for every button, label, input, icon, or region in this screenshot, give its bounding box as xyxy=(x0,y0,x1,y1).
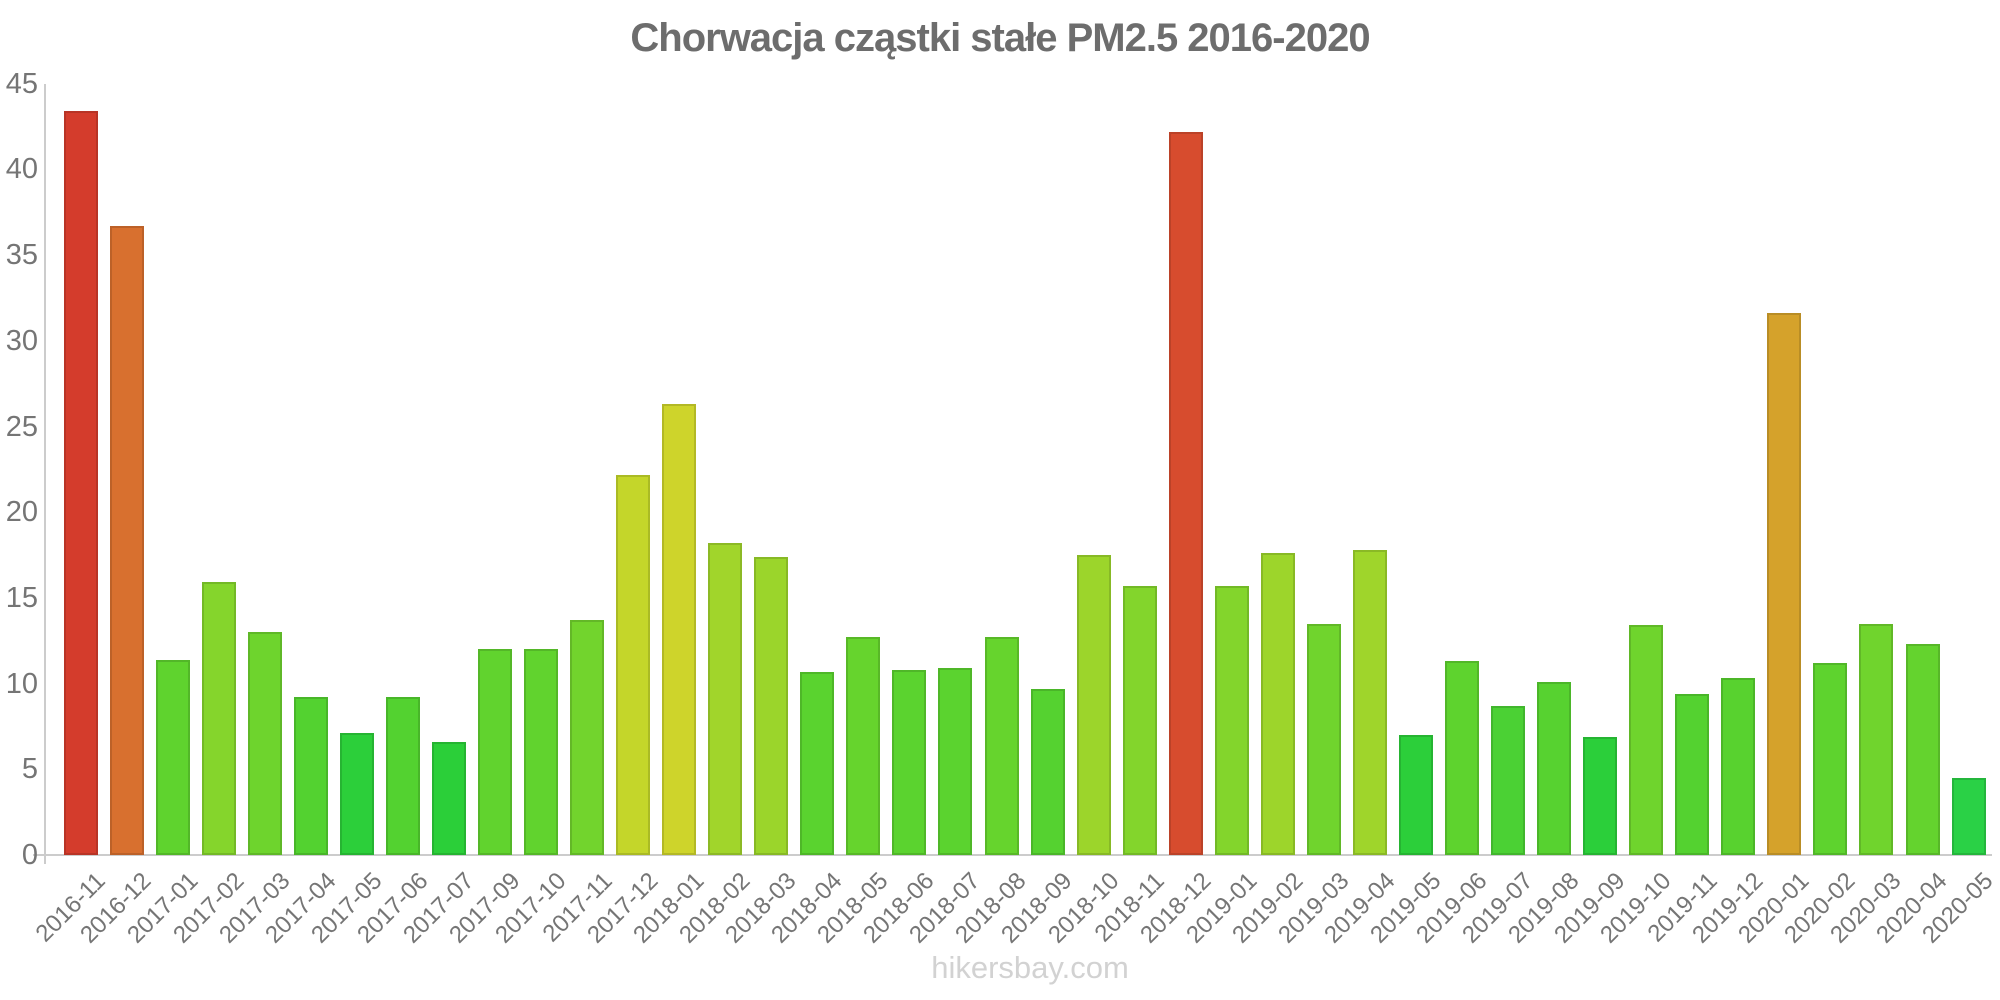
bar-2019-10[interactable] xyxy=(1629,625,1664,855)
y-axis-label: 40 xyxy=(5,153,38,186)
y-axis-label: 35 xyxy=(5,239,38,272)
bar-2017-12[interactable] xyxy=(616,475,651,855)
bar-2018-07[interactable] xyxy=(938,668,973,855)
bar-2017-03[interactable] xyxy=(247,632,282,855)
y-axis-label: 45 xyxy=(5,67,38,100)
bar-2019-02[interactable] xyxy=(1260,553,1295,855)
bar-2018-02[interactable] xyxy=(708,543,743,855)
bar-2018-12[interactable] xyxy=(1168,132,1203,855)
x-axis-line xyxy=(44,854,1992,856)
bar-2018-04[interactable] xyxy=(800,672,835,855)
bar-2017-10[interactable] xyxy=(524,649,558,855)
bar-2019-05[interactable] xyxy=(1398,735,1433,855)
watermark: hikersbay.com xyxy=(931,950,1129,985)
bar-2019-09[interactable] xyxy=(1583,737,1618,855)
bar-2020-02[interactable] xyxy=(1813,663,1848,855)
bar-2017-09[interactable] xyxy=(477,649,512,855)
bar-2019-07[interactable] xyxy=(1491,706,1526,855)
bar-2017-11[interactable] xyxy=(570,620,605,855)
zero-tick-icon xyxy=(33,854,44,856)
bar-2018-11[interactable] xyxy=(1122,586,1157,855)
bar-2020-03[interactable] xyxy=(1859,624,1894,855)
bar-2020-04[interactable] xyxy=(1905,644,1940,855)
bar-2017-06[interactable] xyxy=(385,697,420,855)
y-axis-label: 5 xyxy=(21,753,38,786)
bar-2017-01[interactable] xyxy=(155,660,190,855)
bar-2016-11[interactable] xyxy=(63,111,98,855)
bar-2019-04[interactable] xyxy=(1352,550,1387,855)
bar-2018-05[interactable] xyxy=(846,637,881,855)
bar-2018-03[interactable] xyxy=(754,557,789,855)
bar-2019-06[interactable] xyxy=(1445,661,1479,855)
bar-2017-02[interactable] xyxy=(201,582,236,855)
bar-2019-08[interactable] xyxy=(1537,682,1572,855)
bar-2018-01[interactable] xyxy=(662,404,697,855)
y-axis-label: 10 xyxy=(5,667,38,700)
bar-2020-01[interactable] xyxy=(1767,313,1802,855)
bar-2019-03[interactable] xyxy=(1306,624,1341,855)
bar-2017-04[interactable] xyxy=(293,697,328,855)
y-axis-line xyxy=(44,84,46,864)
bar-2018-06[interactable] xyxy=(892,670,927,855)
bar-2016-12[interactable] xyxy=(109,226,144,855)
bar-2019-01[interactable] xyxy=(1214,586,1249,855)
y-axis-label: 25 xyxy=(5,410,38,443)
y-axis-label: 15 xyxy=(5,581,38,614)
bar-2017-05[interactable] xyxy=(339,733,374,855)
bar-2018-08[interactable] xyxy=(984,637,1019,855)
bar-2018-10[interactable] xyxy=(1076,555,1111,855)
bar-2020-05[interactable] xyxy=(1951,778,1986,855)
bar-2017-07[interactable] xyxy=(431,742,466,855)
bar-2018-09[interactable] xyxy=(1030,689,1065,855)
y-axis-label: 30 xyxy=(5,324,38,357)
y-axis-label: 20 xyxy=(5,496,38,529)
chart-title: Chorwacja cząstki stałe PM2.5 2016-2020 xyxy=(630,16,1370,60)
bar-2019-12[interactable] xyxy=(1721,678,1756,855)
bar-2019-11[interactable] xyxy=(1675,694,1710,855)
y-axis-label: 0 xyxy=(21,839,38,871)
